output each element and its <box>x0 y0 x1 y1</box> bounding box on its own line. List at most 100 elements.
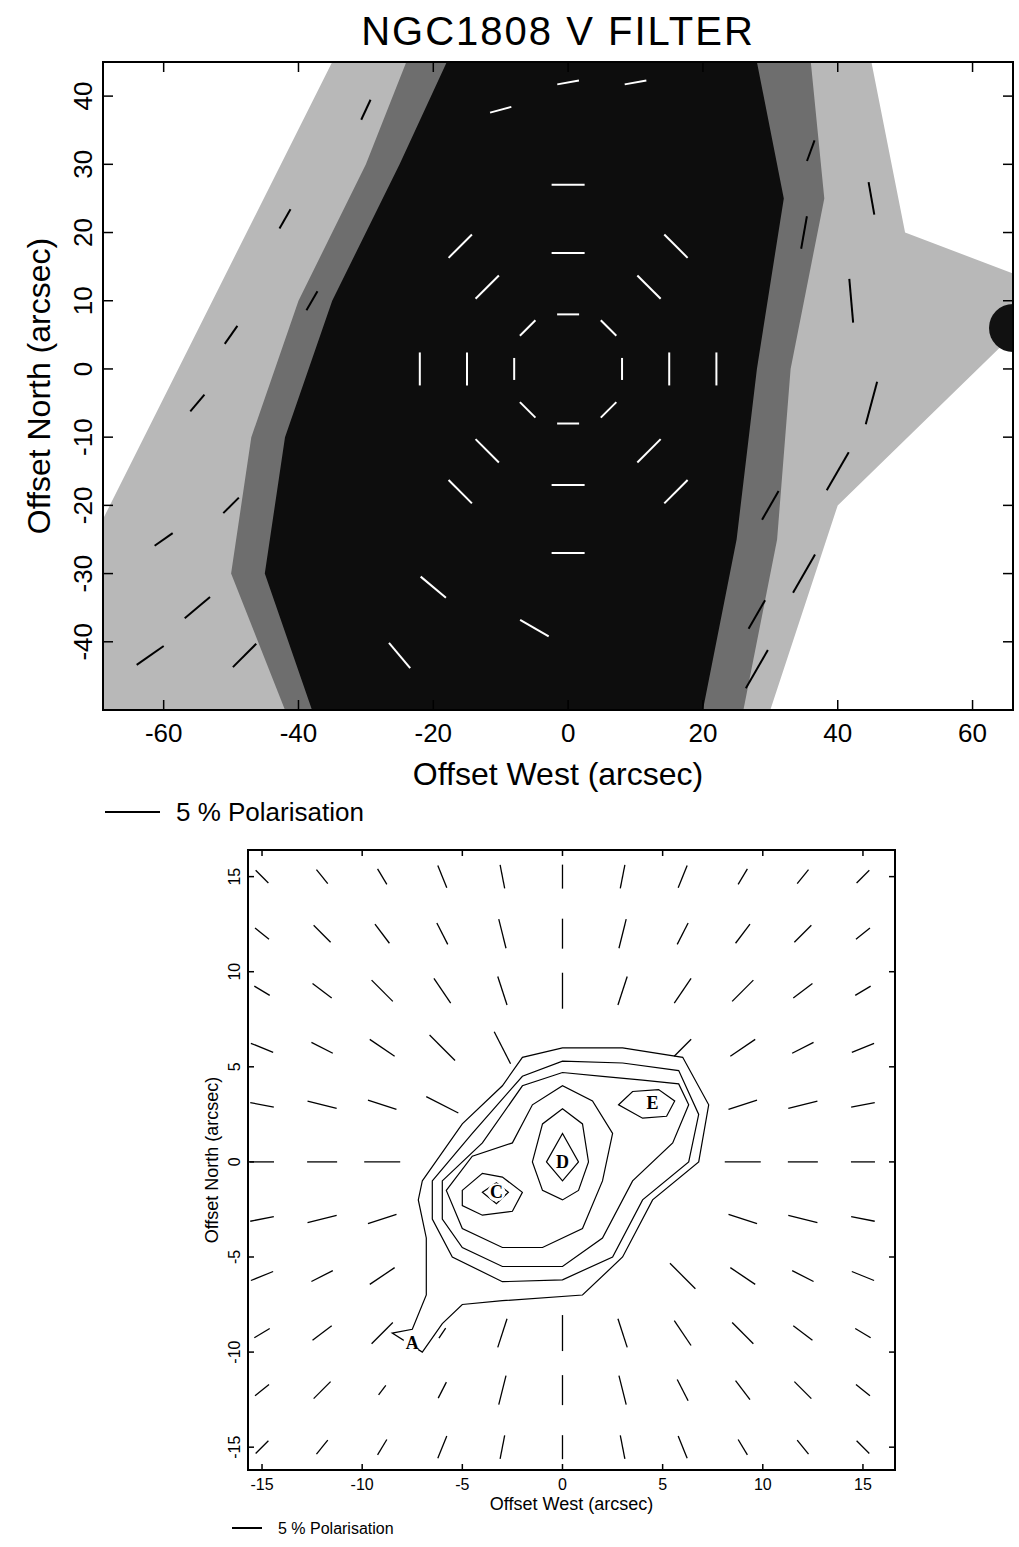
polarisation-vector <box>421 577 446 598</box>
x-tick-label: 10 <box>754 1476 772 1493</box>
polarisation-vector <box>190 395 204 412</box>
x-tick-label: 20 <box>688 718 717 748</box>
y-tick <box>1003 164 1013 166</box>
x-tick <box>972 62 974 72</box>
polarisation-vector <box>368 1100 397 1109</box>
polarisation-vector <box>185 597 210 618</box>
polarisation-vector <box>256 1441 269 1454</box>
y-tick <box>103 300 113 302</box>
polarisation-vector <box>664 235 687 258</box>
polarisation-vector <box>715 352 717 385</box>
polarisation-vector <box>137 646 164 665</box>
polarisation-vector <box>498 1319 507 1348</box>
polarisation-vector <box>520 320 536 336</box>
y-tick <box>889 1161 895 1163</box>
x-tick <box>972 700 974 710</box>
y-tick <box>248 1161 254 1163</box>
y-tick-label: -15 <box>226 1436 243 1459</box>
x-tick <box>862 1464 864 1470</box>
polarisation-vector <box>738 1439 747 1454</box>
y-tick <box>1003 95 1013 97</box>
y-tick <box>889 1446 895 1448</box>
polarisation-vector <box>308 1101 337 1108</box>
source-label: E <box>647 1093 659 1113</box>
polarisation-vector <box>637 275 660 298</box>
y-tick <box>1003 436 1013 438</box>
polarisation-vector <box>316 870 327 884</box>
polarisation-vector <box>852 1043 874 1052</box>
polarisation-vector <box>370 1039 395 1056</box>
polarisation-vector <box>668 352 670 385</box>
y-tick-label: -5 <box>226 1250 243 1264</box>
y-tick <box>103 436 113 438</box>
y-tick <box>1003 300 1013 302</box>
y-tick <box>889 876 895 878</box>
plot-area <box>103 62 1013 710</box>
polarisation-vector <box>372 980 393 1001</box>
x-tick <box>562 850 564 856</box>
polarisation-vector <box>866 382 877 425</box>
x-tick <box>702 62 704 72</box>
star <box>989 304 1013 352</box>
y-tick-label: 0 <box>68 362 98 376</box>
intensity-contour <box>532 1109 588 1200</box>
x-tick-label: -60 <box>145 718 183 748</box>
polarisation-vector <box>372 1322 393 1343</box>
polarisation-vector <box>637 439 660 462</box>
polarisation-vector <box>674 978 691 1003</box>
polarisation-vector <box>736 924 750 943</box>
polarisation-vector <box>792 1042 813 1053</box>
polarisation-vector <box>499 919 506 948</box>
polarisation-vector <box>557 423 579 425</box>
y-tick <box>103 641 113 643</box>
polarisation-vector <box>792 1271 813 1282</box>
y-tick <box>1003 505 1013 507</box>
polarisation-vector <box>732 1322 753 1343</box>
polarisation-vector <box>562 865 563 889</box>
label-patch <box>644 1094 662 1112</box>
intensity-contour <box>392 1048 709 1352</box>
polarisation-vector <box>308 1215 337 1222</box>
polarisation-vector <box>476 275 499 298</box>
polarisation-vector <box>601 402 617 418</box>
scale-bar <box>105 811 160 813</box>
polarisation-vector <box>788 1215 817 1222</box>
polarisation-vector <box>557 313 579 315</box>
polarisation-vector <box>155 533 173 546</box>
plot-frame <box>248 850 895 1470</box>
polarisation-vector <box>520 402 536 418</box>
x-tick <box>163 62 165 72</box>
polarisation-vector <box>311 1271 332 1282</box>
polarisation-vector <box>419 352 421 385</box>
polarisation-vector <box>500 1435 505 1459</box>
polarisation-vector <box>562 1315 563 1351</box>
polarisation-vector <box>788 1161 818 1162</box>
polarisation-vector <box>827 452 849 490</box>
polarisation-vector <box>730 1039 755 1056</box>
plot-area <box>250 865 875 1460</box>
polarisation-vector <box>313 1326 332 1340</box>
x-tick-label: 5 <box>658 1476 667 1493</box>
polarisation-vector <box>857 1441 870 1454</box>
polarisation-vector <box>378 1439 387 1454</box>
polarisation-vector <box>378 869 387 884</box>
polarisation-vector <box>762 491 779 520</box>
y-tick-label: -30 <box>68 555 98 593</box>
y-tick <box>889 971 895 973</box>
polarisation-vector <box>725 1161 761 1162</box>
polarisation-vector <box>732 980 753 1001</box>
polarisation-vector <box>256 870 269 883</box>
x-tick-label: -10 <box>351 1476 374 1493</box>
y-tick-label: 10 <box>68 286 98 315</box>
y-tick-label: -40 <box>68 623 98 661</box>
y-tick-label: 0 <box>226 1157 243 1166</box>
intensity-contour <box>547 1133 579 1181</box>
polarisation-vector <box>314 925 331 942</box>
x-tick <box>163 700 165 710</box>
polarisation-vector <box>311 1042 332 1053</box>
polarisation-vector <box>223 498 239 514</box>
polarisation-vector <box>856 1384 870 1395</box>
source-label: D <box>556 1152 569 1172</box>
polarisation-vector <box>466 352 468 385</box>
polarisation-vector <box>851 1217 875 1222</box>
